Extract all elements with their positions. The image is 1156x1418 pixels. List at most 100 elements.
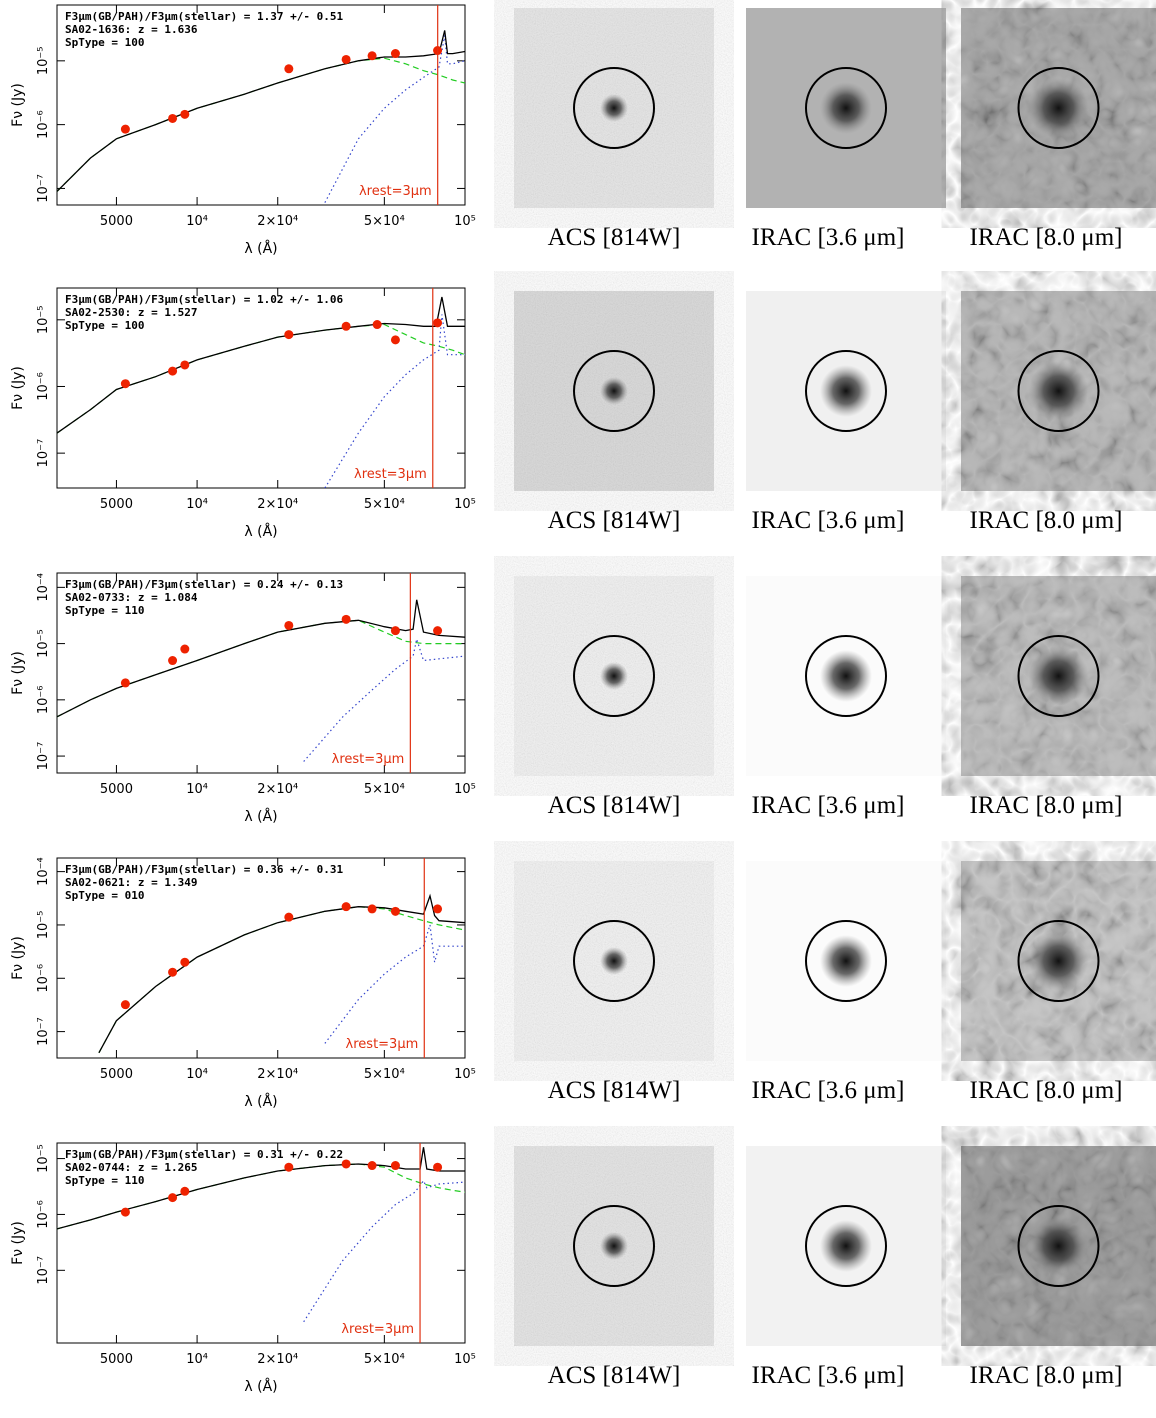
- photometry-point: [168, 967, 178, 977]
- photometry-point: [367, 904, 377, 914]
- x-tick-label: 10⁴: [186, 214, 208, 229]
- cutout-caption: ACS [814W]: [548, 224, 681, 251]
- photometry-point: [168, 1193, 178, 1203]
- annotation: SpType = 110: [65, 1174, 144, 1187]
- cutout-caption: IRAC [3.6 μm]: [752, 507, 905, 534]
- x-axis-label: λ (Å): [244, 240, 277, 257]
- annotation: SA02-1636: z = 1.636: [65, 23, 198, 36]
- annotation: SA02-2530: z = 1.527: [65, 306, 197, 319]
- cutout: ACS [814W]: [514, 291, 714, 534]
- aperture: [1017, 350, 1100, 432]
- photometry-point: [180, 109, 190, 119]
- aperture: [805, 1205, 887, 1287]
- photometry-point: [390, 1161, 400, 1171]
- plot-area: [57, 599, 465, 762]
- x-tick-label: 5000: [100, 1067, 133, 1082]
- photometry-point: [341, 902, 351, 912]
- model-line: [98, 906, 465, 1054]
- y-tick-label: 10⁻⁶: [36, 1200, 51, 1229]
- photometry-point: [168, 366, 178, 376]
- y-axis-label: Fν (Jy): [10, 366, 26, 410]
- cutout-caption: ACS [814W]: [548, 1362, 681, 1389]
- aperture: [805, 635, 887, 717]
- cutout: IRAC [8.0 μm]: [961, 8, 1156, 251]
- source-blob: [600, 947, 628, 975]
- photometry-point: [341, 321, 351, 331]
- y-tick-label: 10⁻⁶: [36, 964, 51, 993]
- photometry-point: [433, 318, 443, 328]
- x-tick-label: 5×10⁴: [364, 497, 405, 512]
- cutout-caption: IRAC [3.6 μm]: [752, 792, 905, 819]
- plot-frame: [56, 4, 466, 206]
- cutout: IRAC [3.6 μm]: [746, 1146, 946, 1389]
- aperture: [805, 920, 887, 1002]
- cutout: IRAC [8.0 μm]: [961, 861, 1156, 1104]
- y-tick-label: 10⁻⁵: [36, 305, 51, 334]
- y-tick-label: 10⁻⁴: [36, 573, 51, 602]
- model-line: [57, 57, 465, 192]
- x-axis-label: λ (Å): [244, 523, 277, 540]
- x-tick-label: 10⁵: [454, 1352, 476, 1367]
- photometry-point: [390, 335, 400, 345]
- y-tick-label: 10⁻⁷: [36, 439, 51, 468]
- y-axis-label: Fν (Jy): [10, 651, 26, 695]
- plot-area: [57, 30, 465, 203]
- cutout: IRAC [3.6 μm]: [746, 8, 946, 251]
- x-tick-label: 5000: [100, 1352, 133, 1367]
- cutout-caption: ACS [814W]: [548, 792, 681, 819]
- x-tick-label: 10⁵: [454, 782, 476, 797]
- cutout-caption: IRAC [8.0 μm]: [970, 224, 1123, 251]
- x-tick-label: 10⁴: [186, 782, 208, 797]
- x-tick-label: 5×10⁴: [364, 1352, 405, 1367]
- plot-frame: [56, 1142, 466, 1344]
- aperture: [805, 67, 887, 149]
- x-tick-label: 10⁴: [186, 497, 208, 512]
- cutout-caption: IRAC [8.0 μm]: [970, 792, 1123, 819]
- rest-3um-label: λrest=3μm: [332, 752, 405, 767]
- annotation: F3μm(GB/PAH)/F3μm(stellar) = 1.02 +/- 1.…: [65, 293, 344, 306]
- cutout-caption: IRAC [8.0 μm]: [970, 1077, 1123, 1104]
- photometry-point: [341, 54, 351, 64]
- y-tick-label: 10⁻⁷: [36, 742, 51, 771]
- cutout: ACS [814W]: [514, 861, 714, 1104]
- photometry-point: [120, 124, 130, 134]
- x-tick-label: 5000: [100, 497, 133, 512]
- x-tick-label: 10⁵: [454, 214, 476, 229]
- model-line: [57, 599, 465, 718]
- annotation: SpType = 100: [65, 319, 144, 332]
- x-tick-label: 10⁴: [186, 1352, 208, 1367]
- source-blob: [1028, 78, 1089, 138]
- photometry-point: [433, 626, 443, 636]
- plot-area: [57, 1147, 465, 1323]
- aperture: [1017, 635, 1100, 717]
- aperture: [573, 67, 655, 149]
- source-blob: [1028, 361, 1089, 421]
- y-axis-label: Fν (Jy): [10, 1221, 26, 1265]
- annotation: SA02-0621: z = 1.349: [65, 876, 197, 889]
- source-blob: [1028, 646, 1089, 706]
- cutout-caption: ACS [814W]: [548, 507, 681, 534]
- annotation: F3μm(GB/PAH)/F3μm(stellar) = 0.36 +/- 0.…: [65, 863, 344, 876]
- source-blob: [820, 650, 872, 702]
- aperture: [573, 635, 655, 717]
- photometry-point: [390, 626, 400, 636]
- model-line: [303, 1179, 465, 1323]
- cutout: IRAC [8.0 μm]: [961, 1146, 1156, 1389]
- plot-frame: [56, 857, 466, 1059]
- y-tick-label: 10⁻⁶: [36, 110, 51, 139]
- photometry-point: [284, 1162, 294, 1172]
- source-blob: [820, 935, 872, 987]
- model-line: [324, 924, 465, 1044]
- y-axis-label: Fν (Jy): [10, 83, 26, 127]
- model-line: [57, 619, 465, 718]
- source-blob: [600, 1232, 628, 1260]
- sed-plot: 5000 10⁴ 2×10⁴ 5×10⁴ 10⁵ 10⁻⁷ 10⁻⁶ 10⁻⁵ 10⁻⁴ λ (Å…: [10, 857, 476, 1110]
- model-line: [303, 636, 465, 762]
- x-tick-label: 10⁵: [454, 1067, 476, 1082]
- annotation: F3μm(GB/PAH)/F3μm(stellar) = 0.24 +/- 0.…: [65, 578, 343, 591]
- sed-plot: 5000 10⁴ 2×10⁴ 5×10⁴ 10⁵ 10⁻⁷ 10⁻⁶ 10⁻⁵ 10⁻⁴ λ (Å…: [10, 572, 476, 825]
- aperture: [805, 350, 887, 432]
- x-tick-label: 5×10⁴: [364, 214, 405, 229]
- source-blob: [1028, 931, 1089, 991]
- cutout: IRAC [3.6 μm]: [746, 861, 946, 1104]
